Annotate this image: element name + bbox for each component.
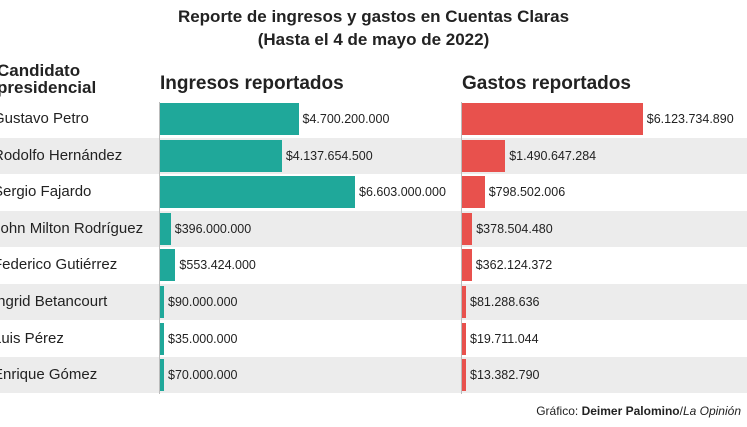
expenses-bar [461,249,472,282]
income-axis-line [159,102,160,394]
income-bar [159,249,176,282]
income-bar [159,139,282,172]
candidate-column-header: Candidato presidencial [0,61,97,97]
expenses-axis-line [461,102,462,394]
expenses-value-label: $6.123.734.890 [646,112,734,126]
table-row: Enrique Gómez $70.000.000 $13.382.790 [0,357,747,394]
candidate-name: John Milton Rodríguez [0,219,144,237]
income-bar [159,286,164,318]
chart-credit: Gráfico: Deimer Palomino/La Opinión [536,404,741,418]
candidate-name: Luis Pérez [0,329,64,347]
expenses-bar [461,176,485,209]
expenses-bar [461,322,466,355]
income-value-label: $553.424.000 [179,258,256,273]
table-row: Gustavo Petro $4.700.200.000 $6.123.734.89… [0,101,747,137]
expenses-bar [461,139,506,172]
income-bar [159,103,299,135]
expenses-bar [461,103,643,135]
expenses-value-label: $1.490.647.284 [509,148,597,163]
income-value-label: $90.000.000 [168,295,238,309]
income-bar [159,176,355,209]
expenses-value-label: $13.382.790 [470,368,540,383]
expenses-bar [461,212,473,245]
income-value-label: $4.700.200.000 [302,112,390,126]
income-value-label: $35.000.000 [168,331,238,346]
expenses-bar [461,359,466,392]
table-row: Luis Pérez $35.000.000 $19.711.044 [0,321,747,357]
expenses-column-header: Gastos reportados [462,73,631,94]
chart-subtitle: (Hasta el 4 de mayo de 2022) [257,30,490,49]
expenses-bar [461,286,466,318]
table-row: Federico Gutiérrez $553.424.000 $362.124.3… [0,247,747,283]
expenses-value-label: $378.504.480 [476,221,553,236]
candidate-name: Federico Gutiérrez [0,256,118,274]
candidate-name: Sergio Fajardo [0,183,92,201]
income-value-label: $70.000.000 [168,368,238,383]
income-bar [159,359,164,392]
expenses-value-label: $81.288.636 [470,295,540,309]
table-row: Íngrid Betancourt $90.000.000 $81.288.636 [0,284,747,320]
candidate-name: Rodolfo Hernández [0,146,123,164]
income-value-label: $4.137.654.500 [285,148,373,163]
income-value-label: $396.000.000 [174,221,252,236]
candidate-name: Gustavo Petro [0,110,89,127]
table-row: John Milton Rodríguez $396.000.000 $378.50… [0,210,747,247]
expenses-value-label: $798.502.006 [488,185,566,200]
income-column-header: Ingresos reportados [160,73,344,94]
chart-title: Reporte de ingresos y gastos en Cuentas … [177,7,570,26]
table-row: Rodolfo Hernández $4.137.654.500 $1.490.64… [0,137,747,174]
income-bar [159,212,171,245]
candidate-name: Íngrid Betancourt [0,293,108,310]
income-bar [159,322,164,355]
expenses-value-label: $19.711.044 [470,331,539,346]
income-value-label: $6.603.000.000 [359,185,446,200]
candidate-name: Enrique Gómez [0,366,98,384]
table-row: Sergio Fajardo $6.603.000.000 $798.502.006 [0,174,747,210]
expenses-value-label: $362.124.372 [475,258,553,273]
